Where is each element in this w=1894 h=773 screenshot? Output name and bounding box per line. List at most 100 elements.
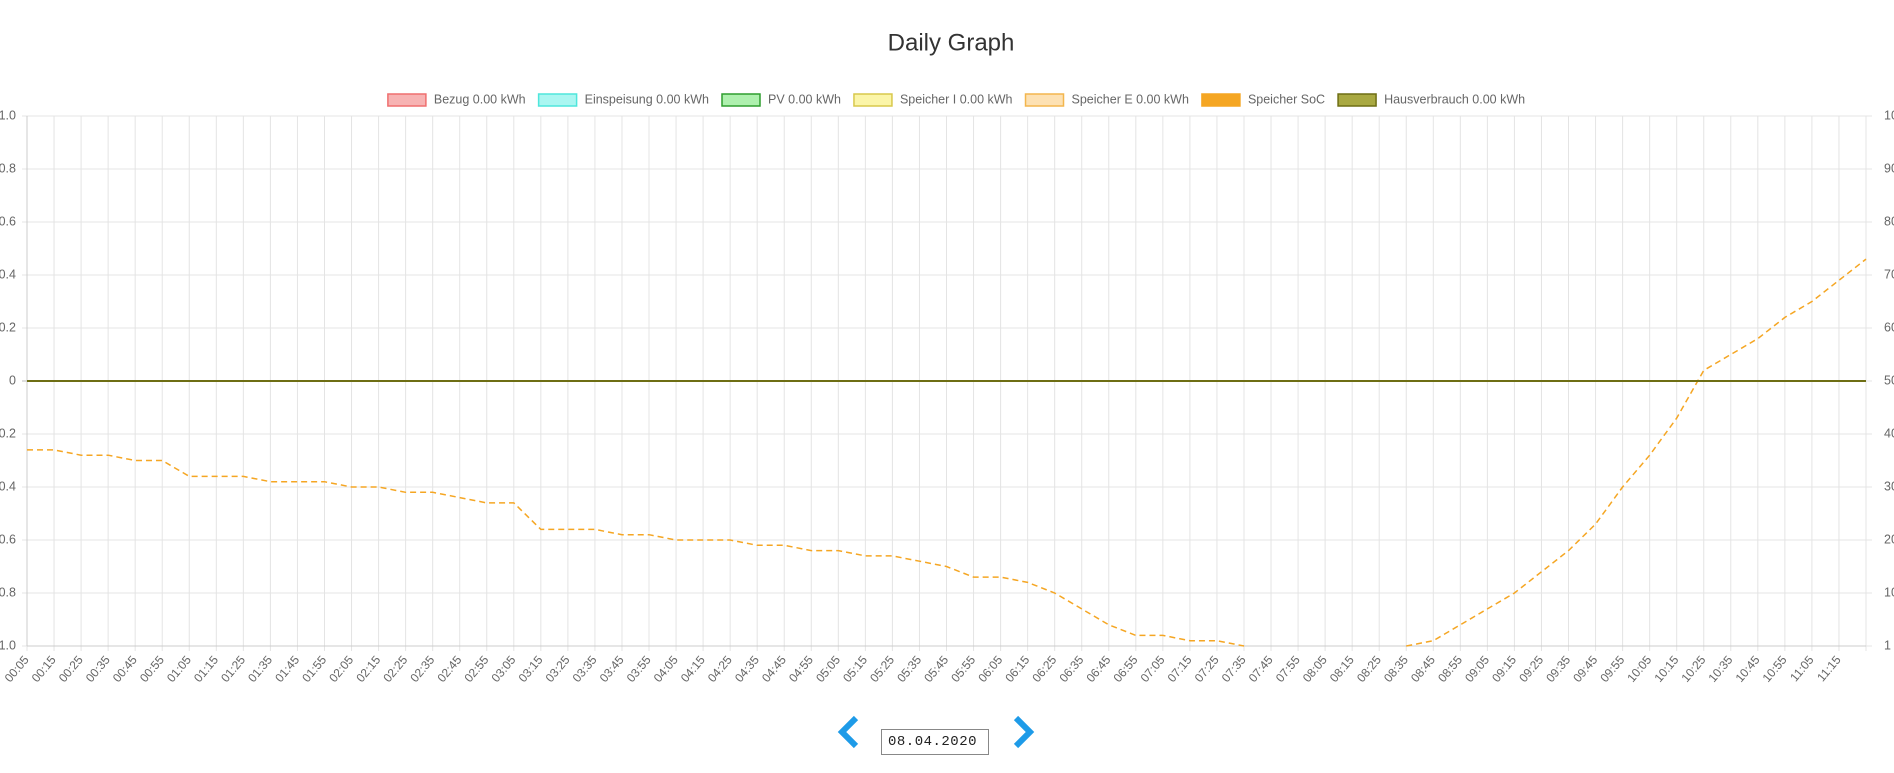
x-tick-label: 04:35: [732, 653, 762, 685]
y-tick-label: 0: [9, 373, 16, 387]
x-tick-label: 08:55: [1435, 653, 1465, 685]
x-tick-label: 07:45: [1246, 653, 1276, 685]
x-tick-label: 05:25: [867, 653, 897, 685]
x-tick-label: 09:35: [1543, 653, 1573, 685]
y-tick-label: 0.6: [0, 214, 16, 228]
x-tick-label: 07:25: [1192, 653, 1222, 685]
x-tick-label: 00:55: [137, 653, 167, 685]
chart-title: Daily Graph: [888, 29, 1015, 56]
legend-label: Speicher E 0.00 kWh: [1072, 92, 1189, 106]
x-tick-label: 09:15: [1489, 653, 1519, 685]
x-tick-label: 05:05: [813, 653, 843, 685]
x-tick-label: 06:45: [1083, 653, 1113, 685]
x-tick-label: 02:15: [353, 653, 383, 685]
x-tick-label: 08:05: [1300, 653, 1330, 685]
legend-swatch: [1337, 93, 1377, 107]
x-tick-label: 03:55: [624, 653, 654, 685]
x-tick-label: 07:55: [1273, 653, 1303, 685]
series-line: [27, 449, 1245, 647]
y2-tick-label: 10: [1884, 108, 1894, 122]
legend-label: Einspeisung 0.00 kWh: [585, 92, 709, 106]
y-tick-label: 0.8: [0, 585, 16, 599]
x-tick-label: 10:45: [1733, 653, 1763, 685]
legend-swatch: [853, 93, 893, 107]
legend-swatch: [721, 93, 761, 107]
y2-tick-label: 40: [1884, 426, 1894, 440]
chart: Daily Graph 1.0 0.8 0.6 0.4 0.2 0 0.2 0.4 0.6 0.8…: [0, 29, 1894, 685]
y-tick-label: 0.4: [0, 479, 16, 493]
next-day[interactable]: [1004, 712, 1044, 752]
legend-label: Hausverbrauch 0.00 kWh: [1384, 92, 1525, 106]
x-tick-label: 11:15: [1814, 653, 1844, 685]
x-tick-label: 00:25: [56, 653, 86, 685]
y-tick-label: 1.0: [0, 638, 16, 652]
y2-tick-label: 80: [1884, 214, 1894, 228]
x-tick-label: 04:05: [651, 653, 681, 685]
prev-day[interactable]: [830, 712, 870, 752]
x-tick-label: 02:05: [326, 653, 356, 685]
series-line: [1406, 258, 1867, 647]
x-tick-label: 10:05: [1624, 653, 1654, 685]
y2-tick-label: 90: [1884, 161, 1894, 175]
x-tick-label: 04:55: [786, 653, 816, 685]
x-tick-label: 02:45: [434, 653, 464, 685]
legend-swatch: [537, 93, 578, 107]
y2-tick-label: 30: [1884, 479, 1894, 493]
x-tick-label: 06:05: [975, 653, 1005, 685]
x-tick-label: 04:25: [705, 653, 735, 685]
y-tick-label: 1.0: [0, 108, 16, 122]
x-tick-label: 05:55: [948, 653, 978, 685]
x-tick-label: 05:15: [840, 653, 870, 685]
x-tick-label: 10:35: [1705, 653, 1735, 685]
x-tick-label: 07:15: [1165, 653, 1195, 685]
x-tick-label: 08:45: [1408, 653, 1438, 685]
next-arrow[interactable]: [1013, 715, 1035, 749]
x-tick-label: 08:35: [1381, 653, 1411, 685]
x-tick-label: 00:45: [110, 653, 140, 685]
x-tick-label: 04:45: [759, 653, 789, 685]
x-tick-label: 03:25: [543, 653, 573, 685]
x-tick-label: 01:25: [218, 653, 248, 685]
y2-tick-label: 50: [1884, 373, 1894, 387]
x-tick-label: 02:55: [461, 653, 491, 685]
x-tick-label: 03:45: [597, 653, 627, 685]
x-tick-label: 01:15: [191, 653, 221, 685]
x-tick-label: 05:45: [921, 653, 951, 685]
x-tick-label: 09:25: [1516, 653, 1546, 685]
x-tick-label: 08:15: [1327, 653, 1357, 685]
y2-tick-label: 1: [1884, 638, 1891, 652]
x-tick-label: 01:45: [272, 653, 302, 685]
x-tick-label: 11:05: [1787, 653, 1817, 685]
x-tick-label: 09:55: [1597, 653, 1627, 685]
legend-label: Speicher I 0.00 kWh: [900, 92, 1013, 106]
x-tick-label: 06:55: [1111, 653, 1141, 685]
legend-swatch: [387, 93, 427, 107]
y2-tick-label: 20: [1884, 532, 1894, 546]
x-tick-label: 01:35: [245, 653, 275, 685]
x-tick-label: 03:05: [488, 653, 518, 685]
legend-swatch: [1201, 93, 1241, 107]
x-tick-label: 09:45: [1570, 653, 1600, 685]
prev-arrow[interactable]: [837, 715, 859, 749]
x-tick-label: 10:15: [1651, 653, 1681, 685]
legend-label: Bezug 0.00 kWh: [434, 92, 526, 106]
x-tick-label: 07:05: [1138, 653, 1168, 685]
x-tick-label: 06:15: [1002, 653, 1032, 685]
legend-label: PV 0.00 kWh: [768, 92, 841, 106]
x-tick-label: 00:05: [2, 653, 32, 685]
x-tick-label: 10:55: [1760, 653, 1790, 685]
y-tick-label: 0.2: [0, 426, 16, 440]
y-tick-label: 0.4: [0, 267, 16, 281]
x-tick-label: 00:15: [29, 653, 59, 685]
legend-swatch: [1024, 93, 1065, 107]
date-input[interactable]: 08.04.2020: [881, 729, 989, 755]
x-tick-label: 07:35: [1219, 653, 1249, 685]
x-tick-label: 01:55: [299, 653, 329, 685]
y-tick-label: 0.8: [0, 161, 16, 175]
y2-tick-label: 60: [1884, 320, 1894, 334]
x-tick-label: 06:25: [1029, 653, 1059, 685]
x-tick-label: 10:25: [1678, 653, 1708, 685]
legend: Bezug 0.00 kWh Einspeisung 0.00 kWh PV 0.0…: [387, 92, 1525, 107]
legend-label: Speicher SoC: [1248, 92, 1325, 106]
